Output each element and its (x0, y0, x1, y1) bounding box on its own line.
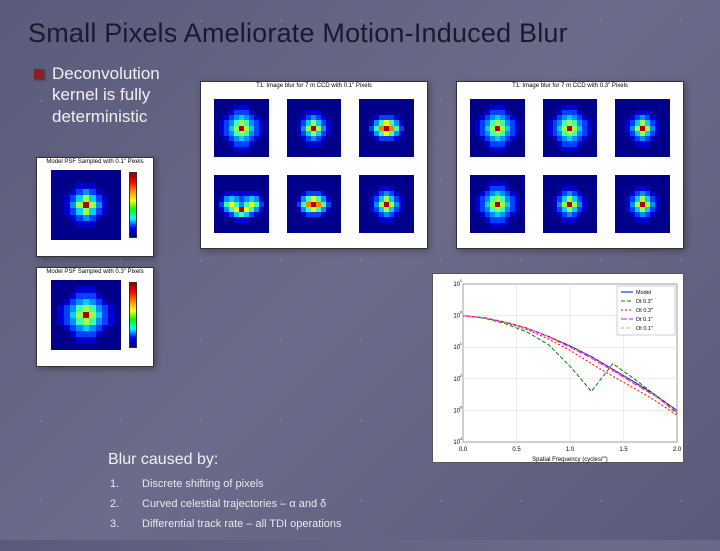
heatmap-sub (214, 175, 269, 233)
psf-panel-top: Model PSF Sampled with 0.1" Pixels (36, 157, 154, 257)
grid-panel-1-subplots (207, 94, 421, 242)
heatmap-sub (543, 175, 598, 233)
heatmap-psf-2 (51, 280, 121, 350)
svg-text:1.0: 1.0 (566, 447, 575, 453)
grid-panel-2-subplots (463, 94, 677, 242)
svg-text:Dt 0.3": Dt 0.3" (636, 299, 653, 305)
psf-panel-top-title: Model PSF Sampled with 0.1" Pixels (37, 158, 153, 166)
svg-text:0: 0 (460, 310, 463, 315)
heatmap-sub (543, 99, 598, 157)
list-item: 3.Differential track rate – all TDI oper… (110, 515, 342, 535)
content-area: Deconvolution kernel is fully determinis… (0, 63, 720, 551)
svg-text:-4: -4 (458, 436, 462, 441)
bullet-1-text: Deconvolution kernel is fully determinis… (52, 63, 202, 127)
heatmap-sub (470, 99, 525, 157)
svg-text:Dt 0.1": Dt 0.1" (636, 317, 653, 323)
heatmap-sub (615, 175, 670, 233)
heatmap-sub (287, 99, 342, 157)
numbered-list: 1.Discrete shifting of pixels 2.Curved c… (110, 475, 342, 534)
svg-text:2.0: 2.0 (673, 447, 682, 453)
grid-panel-2-title: T1: Image blur for 7 m CCD with 0.3" Pix… (457, 82, 683, 90)
svg-text:1.5: 1.5 (619, 447, 628, 453)
psf-panel-bottom: Model PSF Sampled with 0.3" Pixels (36, 267, 154, 367)
svg-text:Ot 0.3": Ot 0.3" (636, 308, 653, 314)
svg-text:-2: -2 (458, 373, 462, 378)
bullet-marker-icon (34, 69, 44, 79)
heatmap-sub (359, 175, 414, 233)
mtf-line-chart: 10-410-310-210-11001010.00.51.01.52.0Spa… (432, 273, 684, 463)
heatmap-psf-1 (51, 170, 121, 240)
svg-text:0.5: 0.5 (512, 447, 521, 453)
svg-text:-1: -1 (458, 341, 462, 346)
list-item: 1.Discrete shifting of pixels (110, 475, 342, 495)
page-title: Small Pixels Ameliorate Motion-Induced B… (0, 0, 720, 57)
heatmap-sub (470, 175, 525, 233)
mtf-chart-svg: 10-410-310-210-11001010.00.51.01.52.0Spa… (433, 274, 685, 464)
grid-panel-1-title: T1: Image blur for 7 m CCD with 0.1" Pix… (201, 82, 427, 90)
svg-text:Ot 0.1": Ot 0.1" (636, 326, 653, 332)
svg-text:1: 1 (460, 278, 463, 283)
colorbar-icon (129, 282, 137, 348)
heatmap-sub (214, 99, 269, 157)
svg-text:Model: Model (636, 290, 651, 296)
heatmap-sub (615, 99, 670, 157)
psf-panel-bottom-title: Model PSF Sampled with 0.3" Pixels (37, 268, 153, 276)
grid-panel-2: T1: Image blur for 7 m CCD with 0.3" Pix… (456, 81, 684, 249)
svg-text:-3: -3 (458, 404, 462, 409)
grid-panel-1: T1: Image blur for 7 m CCD with 0.1" Pix… (200, 81, 428, 249)
svg-text:0.0: 0.0 (459, 447, 468, 453)
heatmap-sub (287, 175, 342, 233)
svg-text:Spatial Frequency (cycles/"'): Spatial Frequency (cycles/"') (532, 457, 608, 463)
colorbar-icon (129, 172, 137, 238)
list-item: 2.Curved celestial trajectories – α and … (110, 495, 342, 515)
heatmap-sub (359, 99, 414, 157)
subhead: Blur caused by: (108, 451, 218, 469)
